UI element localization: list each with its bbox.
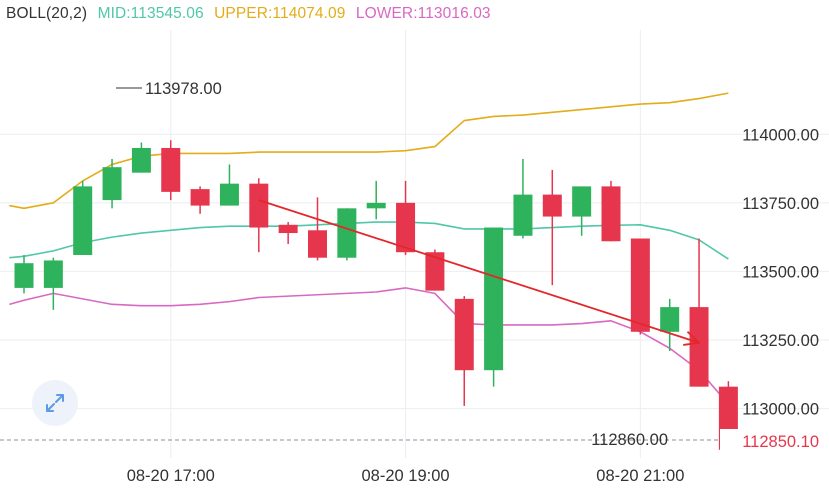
indicator-name: BOLL(20,2): [6, 5, 88, 22]
candle-down: [454, 296, 474, 406]
current-price-tag: 112850.10: [742, 433, 819, 451]
indicator-legend: BOLL(20,2) MID:113545.06 UPPER:114074.09…: [6, 5, 497, 23]
candle-body: [190, 189, 210, 206]
bollinger-bands: [9, 92, 730, 405]
candle-up: [102, 158, 122, 209]
grid: [0, 30, 829, 458]
candle-body: [337, 208, 357, 258]
y-tick-label: 113500.00: [742, 263, 819, 281]
x-tick-label: 08-20 21:00: [596, 467, 684, 485]
lower-value: LOWER:113016.03: [355, 5, 491, 22]
candle-body: [601, 186, 621, 242]
candle-up: [219, 164, 239, 206]
candle-body: [43, 260, 63, 288]
candle-up: [513, 158, 533, 239]
y-tick-label: 113250.00: [742, 332, 819, 350]
candle-body: [14, 263, 34, 288]
axes: 114000.00 113750.00 113500.00 113250.00 1130…: [127, 126, 819, 485]
mid-band-line: [9, 221, 729, 260]
trend-arrow-head: [683, 331, 702, 346]
candle-body: [102, 167, 122, 201]
mid-value: MID:113545.06: [97, 5, 204, 22]
candle-up: [73, 180, 93, 255]
candle-body: [542, 194, 562, 217]
candle-down: [601, 180, 621, 242]
candle-up: [484, 227, 504, 387]
candle-body: [219, 183, 239, 206]
candle-body: [308, 230, 327, 258]
candle-down: [630, 238, 650, 335]
candle-up: [337, 208, 357, 261]
candles: [14, 140, 738, 450]
candle-up: [660, 298, 680, 351]
expand-chart-button[interactable]: [32, 380, 78, 426]
candle-body: [660, 307, 680, 332]
candle-down: [308, 197, 327, 261]
annotations: 113978.00 112860.00 112850.10: [0, 80, 826, 453]
candle-body: [366, 202, 386, 209]
candle-up: [43, 257, 63, 310]
expand-arrows-icon: [46, 394, 64, 412]
candle-down: [249, 178, 269, 253]
trend-arrow-line: [258, 199, 700, 344]
candle-body: [689, 307, 709, 387]
candle-body: [572, 186, 592, 217]
candle-body: [278, 224, 298, 234]
candle-up: [131, 142, 151, 173]
lower-band-line: [9, 287, 730, 405]
candle-down: [542, 169, 562, 286]
candle-down: [161, 140, 181, 201]
candle-body: [73, 186, 93, 255]
candle-body: [513, 194, 533, 236]
candle-body: [484, 227, 504, 371]
upper-band-line: [9, 92, 729, 210]
y-tick-label: 113000.00: [742, 401, 819, 419]
y-tick-label: 113750.00: [742, 195, 819, 213]
candle-up: [366, 180, 386, 220]
candle-body: [454, 298, 474, 371]
candle-body: [161, 147, 181, 192]
trend-arrow: [258, 199, 702, 346]
current-price-tag-bg: [720, 429, 826, 453]
candle-body: [425, 252, 445, 291]
candle-up: [14, 254, 34, 294]
x-tick-label: 08-20 17:00: [127, 467, 215, 485]
candle-body: [249, 183, 269, 228]
candle-down: [396, 180, 416, 255]
candle-body: [131, 147, 151, 173]
candle-up: [572, 186, 592, 236]
high-marker-label: 113978.00: [145, 80, 222, 98]
candle-body: [396, 202, 416, 253]
y-tick-label: 114000.00: [742, 126, 819, 144]
upper-value: UPPER:114074.09: [214, 5, 346, 22]
candle-down: [689, 238, 709, 387]
low-marker-label: 112860.00: [591, 431, 668, 449]
x-tick-label: 08-20 19:00: [362, 467, 450, 485]
candle-down: [278, 222, 298, 244]
candle-body: [630, 238, 650, 332]
candle-down: [190, 186, 210, 214]
